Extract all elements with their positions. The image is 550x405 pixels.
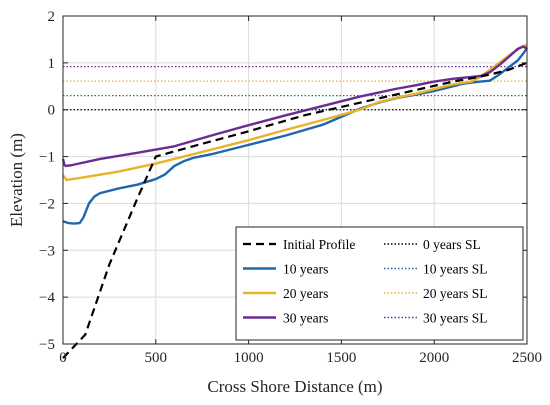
y-tick-label: −4	[39, 290, 55, 306]
y-axis-label: Elevation (m)	[7, 133, 26, 227]
legend-label: 0 years SL	[423, 237, 481, 252]
series-line	[61, 45, 528, 168]
series-line	[62, 61, 528, 359]
legend-label: 10 years	[283, 262, 328, 277]
legend: Initial Profile 10 years 20 years 30 years 0…	[235, 226, 524, 341]
legend-label: 20 years	[283, 286, 328, 301]
y-tick-label: 1	[48, 56, 56, 72]
legend-label: 30 years SL	[423, 311, 488, 326]
x-tick-label: 2000	[419, 350, 449, 366]
x-tick-label: 500	[145, 350, 168, 366]
y-tick-label: −1	[39, 150, 55, 166]
legend-label: Initial Profile	[283, 237, 355, 252]
axis-ticks: 0 500 1000 1500 2000 2500 −5 −4 −3 −2 −1 0 1 2	[39, 9, 542, 366]
legend-label: 10 years SL	[423, 262, 488, 277]
legend-box	[235, 226, 524, 341]
profile-series	[61, 43, 529, 359]
y-tick-label: −5	[39, 337, 55, 353]
x-tick-label: 0	[59, 350, 67, 366]
x-tick-label: 1500	[326, 350, 356, 366]
y-tick-label: 2	[48, 9, 56, 25]
y-tick-label: −2	[39, 196, 55, 212]
plot-frame	[62, 15, 528, 345]
sea-level-lines	[63, 66, 527, 111]
legend-label: 20 years SL	[423, 286, 488, 301]
x-tick-label: 1000	[234, 350, 264, 366]
legend-label: 30 years	[283, 311, 328, 326]
x-axis-label: Cross Shore Distance (m)	[207, 377, 382, 396]
x-tick-label: 2500	[512, 350, 542, 366]
y-tick-label: −3	[39, 243, 55, 259]
series-line	[62, 43, 528, 182]
y-tick-label: 0	[48, 103, 56, 119]
series-line	[62, 47, 529, 225]
